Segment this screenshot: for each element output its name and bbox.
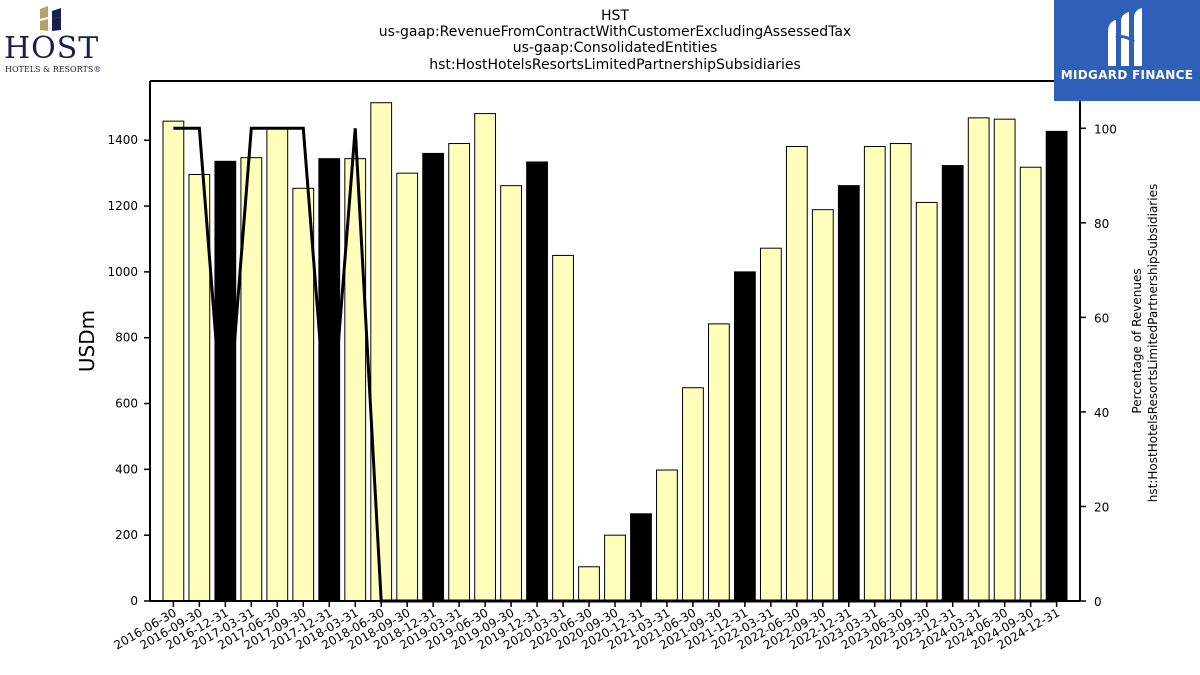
bar-2018-12-31 [422, 152, 445, 602]
chart-title: HST us-gaap:RevenueFromContractWithCusto… [379, 8, 851, 73]
bar-2021-03-31 [656, 469, 678, 602]
chart-title-line-4: hst:HostHotelsResortsLimitedPartnershipS… [429, 57, 801, 73]
host-logo-mark-icon [40, 6, 61, 31]
host-logo-subtitle: HOTELS & RESORTS® [5, 65, 102, 74]
bar-2021-06-30 [682, 387, 704, 602]
bar-2019-12-31 [526, 161, 548, 602]
bar-2023-12-31 [941, 165, 964, 602]
y-tick-label-400: 400 [115, 462, 138, 476]
bar-2021-12-31 [733, 271, 756, 602]
y-axis-right-label-line-2: hst:HostHotelsResortsLimitedPartnershipS… [1146, 184, 1160, 502]
y2-tick-label-20: 20 [1094, 500, 1109, 514]
bar-2023-06-30 [889, 143, 912, 602]
bar-2019-09-30 [500, 185, 522, 602]
bar-2016-06-30 [162, 120, 185, 602]
x-axis-ticks: 2016-06-302016-09-302016-12-312017-03-31… [111, 601, 1062, 652]
midgard-finance-logo: MIDGARD FINANCE [1054, 0, 1200, 101]
bar-2021-09-30 [708, 323, 730, 602]
chart-title-line-3: us-gaap:ConsolidatedEntities [513, 40, 718, 56]
bar-2024-06-30 [993, 118, 1016, 602]
bar-2023-03-31 [863, 145, 886, 602]
bar-series [162, 102, 1068, 602]
chart-title-line-1: HST [601, 8, 629, 24]
bar-2024-12-31 [1045, 130, 1068, 602]
y2-tick-label-0: 0 [1094, 595, 1102, 609]
bar-2017-06-30 [266, 127, 289, 602]
y-tick-label-600: 600 [115, 397, 138, 411]
bar-2020-09-30 [604, 534, 626, 602]
bar-2020-03-31 [552, 254, 574, 602]
y-tick-label-800: 800 [115, 331, 138, 345]
y-tick-label-200: 200 [115, 528, 138, 542]
bar-2022-12-31 [837, 185, 860, 602]
y-axis-left-ticks: 0 200 400 600 800 1000 1200 1400 [107, 133, 150, 608]
y-axis-right-ticks: 0 20 40 60 80 100 [1080, 122, 1117, 609]
midgard-logo-word: MIDGARD FINANCE [1060, 68, 1194, 82]
host-logo-word: HOST [4, 31, 100, 66]
bar-2019-06-30 [474, 113, 497, 602]
y2-tick-label-80: 80 [1094, 217, 1109, 231]
y-axis-right-label-line-1: Percentage of Revenues [1130, 268, 1144, 413]
y-tick-label-0: 0 [130, 594, 138, 608]
midgard-logo-mark-icon [1108, 8, 1142, 66]
bar-2020-12-31 [630, 513, 652, 602]
bar-2024-03-31 [967, 117, 990, 602]
host-hotels-logo: HOST HOTELS & RESORTS® [2, 2, 102, 74]
y-axis-left-label: USDm [75, 310, 99, 372]
bar-2022-09-30 [811, 209, 834, 602]
axes [149, 80, 1081, 602]
y-tick-label-1000: 1000 [107, 265, 138, 279]
chart-title-line-2: us-gaap:RevenueFromContractWithCustomerE… [379, 24, 851, 40]
y-tick-label-1400: 1400 [107, 133, 138, 147]
y2-tick-label-100: 100 [1094, 122, 1117, 136]
bar-2018-06-30 [370, 102, 393, 602]
y-tick-label-1200: 1200 [107, 199, 138, 213]
bar-2020-06-30 [578, 566, 600, 602]
bar-2017-09-30 [292, 187, 315, 602]
bar-2019-03-31 [448, 143, 471, 602]
bar-2018-09-30 [396, 172, 419, 602]
y2-tick-label-40: 40 [1094, 406, 1109, 420]
y2-tick-label-60: 60 [1094, 311, 1109, 325]
bar-2022-06-30 [785, 145, 808, 602]
bar-2022-03-31 [759, 247, 782, 602]
bar-2023-09-30 [915, 201, 938, 602]
bar-2024-09-30 [1019, 166, 1042, 602]
